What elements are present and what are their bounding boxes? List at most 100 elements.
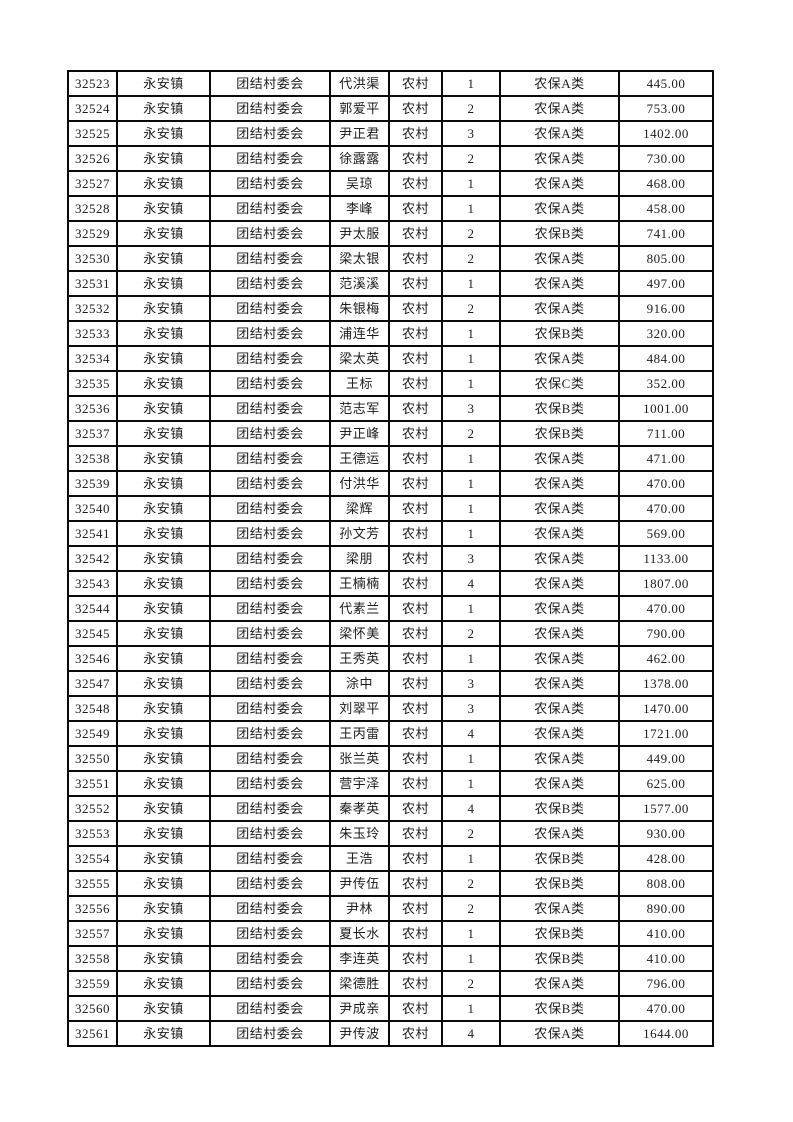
cell-name: 李连英 bbox=[329, 945, 390, 972]
cell-village: 团结村委会 bbox=[209, 345, 331, 372]
cell-residence: 农村 bbox=[388, 570, 443, 597]
cell-name: 王德运 bbox=[329, 445, 390, 472]
cell-residence: 农村 bbox=[388, 220, 443, 247]
cell-count: 1 bbox=[441, 845, 501, 872]
cell-id: 32561 bbox=[67, 1020, 118, 1047]
cell-name: 李峰 bbox=[329, 195, 390, 222]
cell-amount: 1577.00 bbox=[618, 795, 714, 822]
cell-category: 农保A类 bbox=[499, 120, 620, 147]
cell-amount: 410.00 bbox=[618, 945, 714, 972]
cell-amount: 1402.00 bbox=[618, 120, 714, 147]
cell-amount: 1378.00 bbox=[618, 670, 714, 697]
table-row: 32535 永安镇 团结村委会 王标 农村 1 农保C类 352.00 bbox=[67, 370, 714, 397]
cell-village: 团结村委会 bbox=[209, 220, 331, 247]
cell-id: 32543 bbox=[67, 570, 118, 597]
cell-name: 张兰英 bbox=[329, 745, 390, 772]
table-row: 32552 永安镇 团结村委会 秦孝英 农村 4 农保B类 1577.00 bbox=[67, 795, 714, 822]
table-row: 32553 永安镇 团结村委会 朱玉玲 农村 2 农保A类 930.00 bbox=[67, 820, 714, 847]
cell-name: 尹传伍 bbox=[329, 870, 390, 897]
cell-name: 梁朋 bbox=[329, 545, 390, 572]
cell-name: 梁德胜 bbox=[329, 970, 390, 997]
cell-residence: 农村 bbox=[388, 370, 443, 397]
cell-category: 农保B类 bbox=[499, 920, 620, 947]
cell-residence: 农村 bbox=[388, 470, 443, 497]
cell-category: 农保B类 bbox=[499, 420, 620, 447]
cell-name: 付洪华 bbox=[329, 470, 390, 497]
cell-village: 团结村委会 bbox=[209, 670, 331, 697]
cell-village: 团结村委会 bbox=[209, 895, 331, 922]
cell-category: 农保A类 bbox=[499, 1020, 620, 1047]
cell-town: 永安镇 bbox=[116, 495, 211, 522]
cell-name: 尹传波 bbox=[329, 1020, 390, 1047]
cell-amount: 471.00 bbox=[618, 445, 714, 472]
cell-count: 4 bbox=[441, 570, 501, 597]
cell-count: 1 bbox=[441, 745, 501, 772]
cell-category: 农保A类 bbox=[499, 495, 620, 522]
cell-name: 浦连华 bbox=[329, 320, 390, 347]
cell-amount: 1001.00 bbox=[618, 395, 714, 422]
cell-count: 2 bbox=[441, 970, 501, 997]
table-row: 32559 永安镇 团结村委会 梁德胜 农村 2 农保A类 796.00 bbox=[67, 970, 714, 997]
cell-category: 农保A类 bbox=[499, 970, 620, 997]
cell-residence: 农村 bbox=[388, 970, 443, 997]
cell-amount: 470.00 bbox=[618, 995, 714, 1022]
cell-town: 永安镇 bbox=[116, 320, 211, 347]
table-row: 32542 永安镇 团结村委会 梁朋 农村 3 农保A类 1133.00 bbox=[67, 545, 714, 572]
cell-id: 32530 bbox=[67, 245, 118, 272]
cell-village: 团结村委会 bbox=[209, 295, 331, 322]
cell-amount: 449.00 bbox=[618, 745, 714, 772]
cell-name: 代洪渠 bbox=[329, 70, 390, 97]
cell-category: 农保A类 bbox=[499, 270, 620, 297]
cell-count: 1 bbox=[441, 70, 501, 97]
cell-count: 1 bbox=[441, 520, 501, 547]
cell-category: 农保C类 bbox=[499, 370, 620, 397]
cell-residence: 农村 bbox=[388, 270, 443, 297]
cell-name: 孙文芳 bbox=[329, 520, 390, 547]
cell-name: 梁太英 bbox=[329, 345, 390, 372]
cell-category: 农保A类 bbox=[499, 620, 620, 647]
cell-count: 1 bbox=[441, 470, 501, 497]
cell-residence: 农村 bbox=[388, 670, 443, 697]
cell-village: 团结村委会 bbox=[209, 245, 331, 272]
table-row: 32557 永安镇 团结村委会 夏长水 农村 1 农保B类 410.00 bbox=[67, 920, 714, 947]
table-row: 32558 永安镇 团结村委会 李连英 农村 1 农保B类 410.00 bbox=[67, 945, 714, 972]
cell-name: 王秀英 bbox=[329, 645, 390, 672]
cell-village: 团结村委会 bbox=[209, 570, 331, 597]
table-row: 32532 永安镇 团结村委会 朱银梅 农村 2 农保A类 916.00 bbox=[67, 295, 714, 322]
cell-residence: 农村 bbox=[388, 770, 443, 797]
table-row: 32539 永安镇 团结村委会 付洪华 农村 1 农保A类 470.00 bbox=[67, 470, 714, 497]
cell-residence: 农村 bbox=[388, 520, 443, 547]
table-row: 32534 永安镇 团结村委会 梁太英 农村 1 农保A类 484.00 bbox=[67, 345, 714, 372]
cell-amount: 890.00 bbox=[618, 895, 714, 922]
cell-amount: 805.00 bbox=[618, 245, 714, 272]
cell-id: 32533 bbox=[67, 320, 118, 347]
cell-town: 永安镇 bbox=[116, 945, 211, 972]
cell-category: 农保B类 bbox=[499, 995, 620, 1022]
cell-category: 农保B类 bbox=[499, 845, 620, 872]
table-row: 32551 永安镇 团结村委会 营宇泽 农村 1 农保A类 625.00 bbox=[67, 770, 714, 797]
cell-town: 永安镇 bbox=[116, 520, 211, 547]
cell-name: 范溪溪 bbox=[329, 270, 390, 297]
cell-village: 团结村委会 bbox=[209, 845, 331, 872]
cell-count: 1 bbox=[441, 445, 501, 472]
cell-town: 永安镇 bbox=[116, 395, 211, 422]
cell-category: 农保A类 bbox=[499, 195, 620, 222]
cell-village: 团结村委会 bbox=[209, 195, 331, 222]
cell-amount: 320.00 bbox=[618, 320, 714, 347]
cell-name: 夏长水 bbox=[329, 920, 390, 947]
benefit-records-table: 32523 永安镇 团结村委会 代洪渠 农村 1 农保A类 445.00 32524 永安镇 团结村… bbox=[67, 70, 714, 1047]
cell-town: 永安镇 bbox=[116, 345, 211, 372]
cell-count: 1 bbox=[441, 345, 501, 372]
table-row: 32533 永安镇 团结村委会 浦连华 农村 1 农保B类 320.00 bbox=[67, 320, 714, 347]
cell-category: 农保B类 bbox=[499, 795, 620, 822]
cell-town: 永安镇 bbox=[116, 745, 211, 772]
cell-count: 2 bbox=[441, 620, 501, 647]
cell-village: 团结村委会 bbox=[209, 145, 331, 172]
cell-amount: 1807.00 bbox=[618, 570, 714, 597]
table-row: 32524 永安镇 团结村委会 郭爱平 农村 2 农保A类 753.00 bbox=[67, 95, 714, 122]
cell-town: 永安镇 bbox=[116, 195, 211, 222]
table-row: 32555 永安镇 团结村委会 尹传伍 农村 2 农保B类 808.00 bbox=[67, 870, 714, 897]
cell-amount: 790.00 bbox=[618, 620, 714, 647]
cell-count: 2 bbox=[441, 245, 501, 272]
table-row: 32526 永安镇 团结村委会 徐露露 农村 2 农保A类 730.00 bbox=[67, 145, 714, 172]
